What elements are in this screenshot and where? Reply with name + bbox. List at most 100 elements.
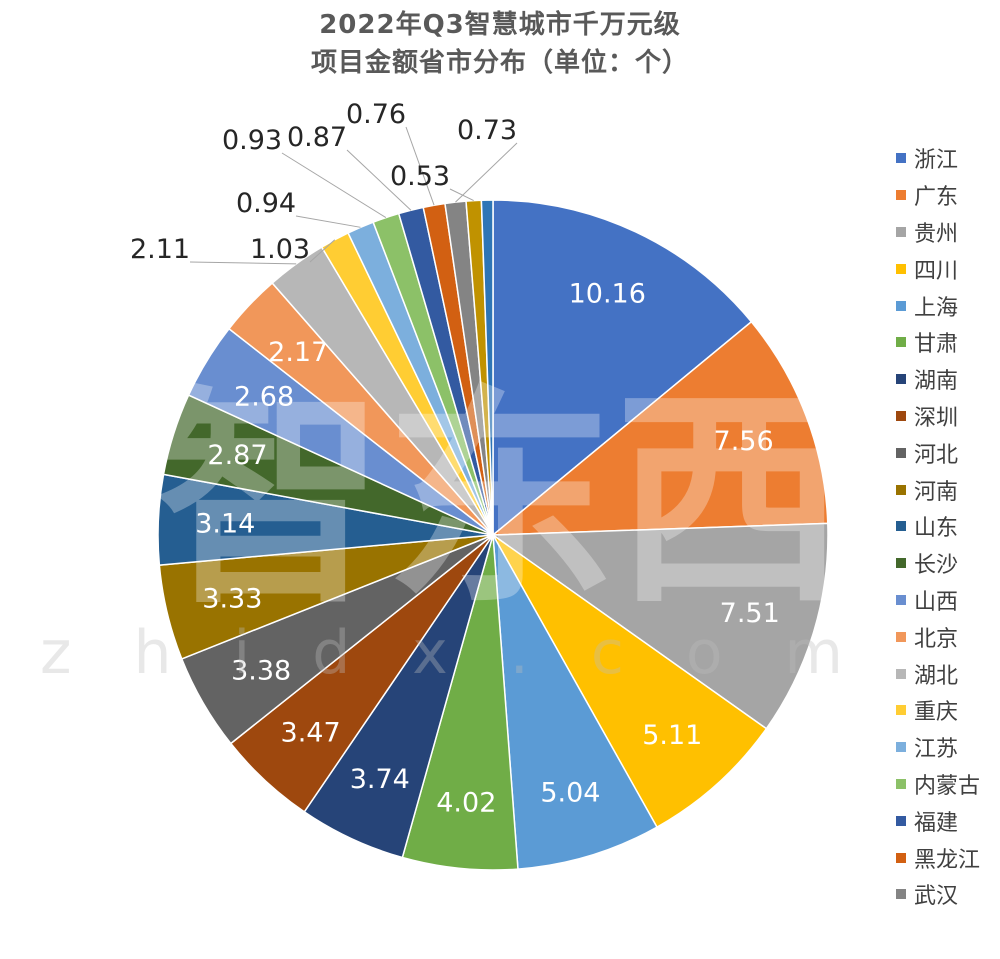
legend-item: 黑龙江 bbox=[896, 839, 1000, 876]
legend-swatch bbox=[896, 705, 906, 716]
legend-swatch bbox=[896, 337, 906, 348]
pie-slice-上海 bbox=[492, 534, 658, 870]
legend-label: 江苏 bbox=[914, 737, 959, 763]
legend-label: 上海 bbox=[914, 295, 959, 321]
data-label-7: 3.47 bbox=[281, 717, 341, 748]
legend-label: 长沙 bbox=[914, 553, 959, 579]
legend-swatch bbox=[896, 594, 906, 605]
leader-line-20 bbox=[455, 142, 518, 203]
legend-label: 山西 bbox=[914, 589, 959, 615]
leader-line-21 bbox=[449, 188, 474, 202]
legend-swatch bbox=[896, 852, 906, 863]
legend-item: 四川 bbox=[896, 250, 1000, 287]
legend-item: 甘肃 bbox=[896, 324, 1000, 361]
legend-label: 重庆 bbox=[914, 700, 959, 726]
pie-slice-浙江 bbox=[492, 199, 753, 537]
legend-swatch bbox=[896, 742, 906, 753]
chart-title: 2022年Q3智慧城市千万元级 bbox=[319, 10, 681, 40]
legend-label: 湖北 bbox=[914, 663, 959, 689]
data-label-21: 0.53 bbox=[390, 161, 450, 192]
legend-item: 河南 bbox=[896, 471, 1000, 508]
leader-line-14 bbox=[189, 261, 297, 265]
legend-label: 福建 bbox=[914, 810, 959, 836]
legend-label: 深圳 bbox=[914, 405, 959, 431]
legend-label: 四川 bbox=[914, 258, 959, 284]
legend-swatch bbox=[896, 374, 906, 385]
legend-swatch bbox=[896, 815, 906, 826]
legend-label: 山东 bbox=[914, 516, 959, 542]
leader-line-15 bbox=[309, 239, 336, 263]
data-label-16: 0.94 bbox=[236, 188, 296, 219]
legend-item: 贵州 bbox=[896, 214, 1000, 251]
legend-label: 黑龙江 bbox=[914, 847, 981, 873]
legend-swatch bbox=[896, 889, 906, 900]
chart-legend: 浙江广东贵州四川上海甘肃湖南深圳河北河南山东长沙山西北京湖北重庆江苏内蒙古福建黑… bbox=[896, 140, 1000, 913]
legend-item: 长沙 bbox=[896, 545, 1000, 582]
legend-swatch bbox=[896, 447, 906, 458]
legend-label: 湖南 bbox=[914, 369, 959, 395]
legend-item: 山东 bbox=[896, 508, 1000, 545]
legend-swatch bbox=[896, 300, 906, 311]
legend-item: 湖北 bbox=[896, 655, 1000, 692]
legend-item: 福建 bbox=[896, 802, 1000, 839]
watermark-text: zhidx.com bbox=[40, 618, 906, 688]
legend-item: 重庆 bbox=[896, 692, 1000, 729]
legend-swatch bbox=[896, 668, 906, 679]
legend-label: 北京 bbox=[914, 626, 959, 652]
pie-slice-其他2 bbox=[480, 199, 494, 536]
legend-item: 山西 bbox=[896, 582, 1000, 619]
data-label-4: 5.04 bbox=[540, 778, 600, 809]
pie-slice-四川 bbox=[492, 534, 768, 829]
legend-swatch bbox=[896, 226, 906, 237]
legend-swatch bbox=[896, 631, 906, 642]
legend-label: 浙江 bbox=[914, 148, 959, 174]
data-label-14: 2.11 bbox=[130, 234, 190, 265]
data-label-2: 7.51 bbox=[720, 598, 780, 629]
data-label-12: 2.68 bbox=[234, 382, 294, 413]
legend-swatch bbox=[896, 410, 906, 421]
legend-swatch bbox=[896, 558, 906, 569]
data-label-18: 0.87 bbox=[287, 122, 347, 153]
data-label-10: 3.14 bbox=[195, 509, 255, 540]
chart-subtitle: 项目金额省市分布（单位：个） bbox=[310, 48, 689, 78]
data-label-15: 1.03 bbox=[250, 234, 310, 265]
legend-swatch bbox=[896, 263, 906, 274]
legend-item: 北京 bbox=[896, 618, 1000, 655]
data-label-17: 0.93 bbox=[222, 125, 282, 156]
leader-line-17 bbox=[281, 152, 387, 219]
legend-item: 浙江 bbox=[896, 140, 1000, 177]
legend-label: 河南 bbox=[914, 479, 959, 505]
data-label-8: 3.38 bbox=[231, 655, 291, 686]
legend-swatch bbox=[896, 190, 906, 201]
legend-item: 广东 bbox=[896, 177, 1000, 214]
legend-item: 武汉 bbox=[896, 876, 1000, 913]
leader-line-19 bbox=[405, 126, 435, 206]
legend-item: 深圳 bbox=[896, 398, 1000, 435]
legend-item: 湖南 bbox=[896, 361, 1000, 398]
legend-item: 河北 bbox=[896, 434, 1000, 471]
legend-label: 广东 bbox=[914, 185, 959, 211]
legend-swatch bbox=[896, 521, 906, 532]
data-label-11: 2.87 bbox=[207, 440, 267, 471]
data-label-20: 0.73 bbox=[457, 115, 517, 146]
legend-label: 河北 bbox=[914, 442, 959, 468]
leader-line-18 bbox=[346, 149, 412, 211]
data-label-6: 3.74 bbox=[350, 764, 410, 795]
legend-item: 上海 bbox=[896, 287, 1000, 324]
data-label-9: 3.33 bbox=[202, 583, 262, 614]
watermark-logo: 智东西 bbox=[155, 368, 845, 635]
legend-label: 内蒙古 bbox=[914, 773, 981, 799]
legend-item: 内蒙古 bbox=[896, 766, 1000, 803]
legend-label: 甘肃 bbox=[914, 332, 959, 358]
legend-swatch bbox=[896, 153, 906, 164]
legend-label: 武汉 bbox=[914, 884, 959, 910]
legend-item: 江苏 bbox=[896, 729, 1000, 766]
legend-swatch bbox=[896, 778, 906, 789]
pie-slice-贵州 bbox=[490, 522, 829, 730]
data-label-13: 2.17 bbox=[268, 337, 328, 368]
data-label-5: 4.02 bbox=[436, 788, 496, 819]
data-label-1: 7.56 bbox=[714, 426, 774, 457]
data-label-19: 0.76 bbox=[346, 99, 406, 130]
legend-swatch bbox=[896, 484, 906, 495]
